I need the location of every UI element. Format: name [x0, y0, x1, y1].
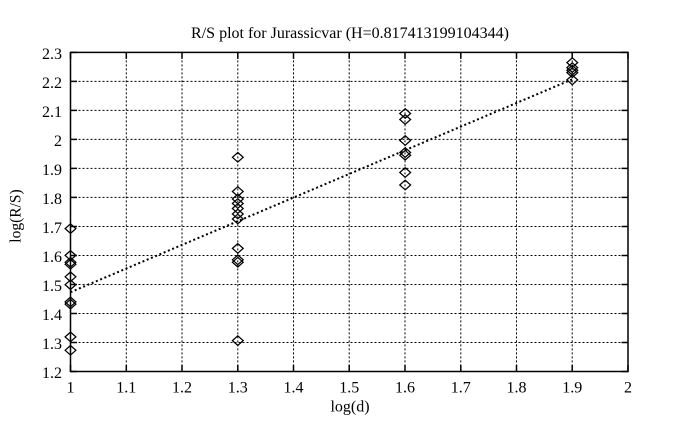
svg-text:1.4: 1.4 — [42, 307, 62, 324]
svg-text:1.5: 1.5 — [42, 278, 62, 295]
svg-text:1.5: 1.5 — [339, 380, 359, 397]
svg-text:2.2: 2.2 — [42, 75, 62, 92]
svg-text:2: 2 — [54, 133, 62, 150]
svg-text:1.3: 1.3 — [42, 336, 62, 353]
svg-text:1.7: 1.7 — [451, 380, 471, 397]
svg-text:1.9: 1.9 — [42, 162, 62, 179]
svg-text:log(d): log(d) — [330, 399, 369, 416]
svg-text:1.8: 1.8 — [42, 191, 62, 208]
svg-text:1.2: 1.2 — [42, 365, 62, 382]
svg-text:1.6: 1.6 — [42, 249, 62, 266]
svg-text:1.1: 1.1 — [116, 380, 136, 397]
svg-text:1.6: 1.6 — [395, 380, 415, 397]
svg-text:2.1: 2.1 — [42, 104, 62, 121]
svg-text:1.4: 1.4 — [284, 380, 304, 397]
svg-text:1.9: 1.9 — [562, 380, 582, 397]
svg-text:R/S plot for Jurassicvar (H=0.: R/S plot for Jurassicvar (H=0.8174131991… — [191, 25, 509, 42]
svg-text:log(R/S): log(R/S) — [8, 189, 25, 242]
svg-text:1.8: 1.8 — [507, 380, 527, 397]
svg-text:1: 1 — [67, 380, 75, 397]
svg-text:1.3: 1.3 — [228, 380, 248, 397]
svg-text:1.2: 1.2 — [172, 380, 192, 397]
svg-text:1.7: 1.7 — [42, 220, 62, 237]
svg-text:2.3: 2.3 — [42, 46, 62, 63]
svg-text:2: 2 — [624, 380, 632, 397]
